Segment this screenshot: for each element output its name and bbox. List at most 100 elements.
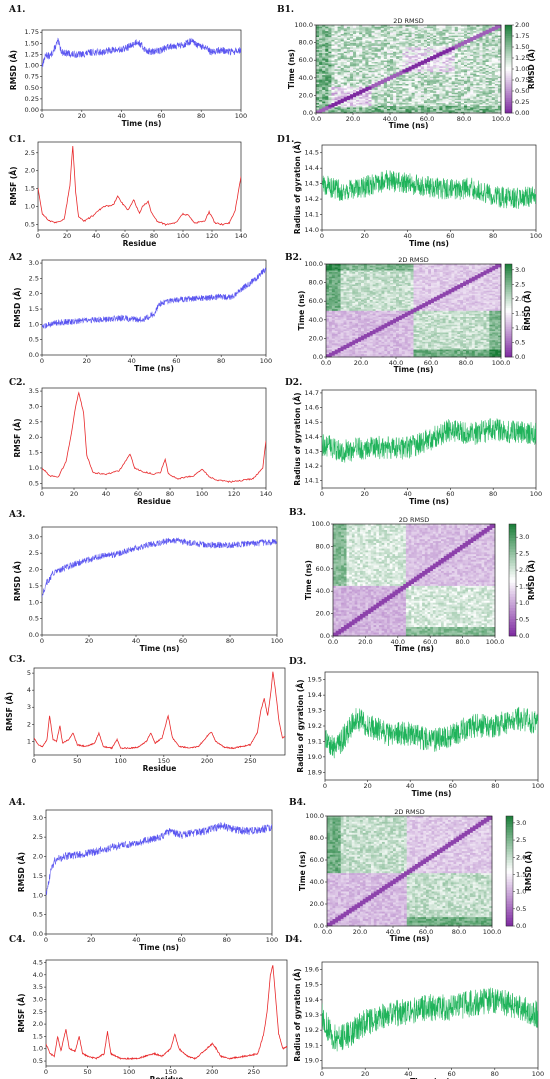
heatmap-cell: [467, 86, 471, 89]
heatmap-cell: [386, 96, 391, 99]
heatmap-cell: [353, 107, 357, 109]
heatmap-cell: [464, 110, 468, 112]
heatmap-cell: [368, 83, 372, 86]
heatmap-cell: [427, 71, 431, 74]
heatmap-cell: [393, 48, 397, 51]
heatmap-cell: [386, 93, 391, 96]
heatmap-cell: [470, 55, 474, 58]
heatmap-cell: [371, 105, 375, 108]
heatmap-cell: [433, 73, 437, 76]
heatmap-cell: [356, 88, 360, 90]
heatmap-cell: [430, 85, 434, 87]
heatmap-cell: [451, 88, 456, 90]
y-tick-label: 14.3: [305, 180, 319, 188]
heatmap-cell: [319, 98, 323, 101]
heatmap-cell: [482, 88, 486, 90]
heatmap-cell: [442, 91, 446, 93]
heatmap-cell: [396, 102, 400, 105]
heatmap-cell: [454, 71, 459, 74]
heatmap-cell: [383, 89, 388, 92]
heatmap-cell: [408, 57, 412, 60]
heatmap-cell: [485, 77, 489, 80]
heatmap-cell: [433, 101, 437, 104]
heatmap-cell: [479, 85, 483, 87]
heatmap-cell: [479, 101, 483, 104]
heatmap-cell: [470, 77, 474, 80]
heatmap-cell: [349, 49, 354, 52]
heatmap-cell: [414, 64, 419, 67]
heatmap-cell: [436, 105, 440, 108]
heatmap-cell: [405, 88, 409, 90]
heatmap-cell: [319, 83, 323, 86]
heatmap-cell: [399, 110, 403, 112]
heatmap-cell: [491, 95, 496, 98]
heatmap-cell: [371, 95, 375, 98]
heatmap-cell: [476, 88, 480, 90]
heatmap-cell: [460, 80, 465, 83]
heatmap-cell: [368, 58, 372, 61]
heatmap-cell: [454, 77, 459, 80]
heatmap-cell: [482, 60, 486, 62]
heatmap-cell: [464, 66, 468, 68]
x-axis-label: Time (ns): [122, 119, 162, 128]
heatmap-cell: [390, 48, 394, 51]
heatmap-cell: [383, 91, 388, 93]
heatmap-cell: [485, 92, 489, 95]
heatmap-cell: [491, 79, 496, 82]
heatmap-cell: [359, 54, 363, 57]
heatmap-cell: [337, 104, 341, 106]
heatmap-cell: [334, 99, 338, 102]
heatmap-cell: [328, 85, 332, 87]
heatmap-cell: [470, 102, 474, 105]
heatmap-cell: [494, 80, 499, 83]
heatmap-cell: [464, 55, 468, 58]
heatmap-cell: [482, 95, 486, 98]
heatmap-cell: [362, 54, 366, 57]
heatmap-cell: [353, 85, 357, 87]
heatmap-cell: [328, 70, 332, 73]
heatmap-cell: [399, 71, 403, 74]
heatmap-cell: [423, 89, 428, 92]
heatmap-cell: [436, 58, 440, 61]
heatmap-cell: [356, 89, 360, 92]
heatmap-cell: [374, 64, 378, 67]
heatmap-cell: [417, 88, 422, 90]
heatmap-cell: [362, 101, 366, 104]
heatmap-cell: [491, 101, 496, 104]
heatmap-cell: [390, 77, 394, 80]
heatmap-cell: [448, 55, 452, 58]
heatmap-cell: [346, 82, 351, 84]
heatmap-cell: [383, 101, 388, 104]
heatmap-cell: [451, 86, 456, 89]
heatmap-cell: [420, 101, 425, 104]
heatmap-cell: [396, 110, 400, 112]
x-tick-label: 100: [177, 232, 189, 240]
heatmap-cell: [427, 76, 431, 79]
heatmap-cell: [356, 54, 360, 57]
heatmap-cell: [402, 89, 406, 92]
heatmap-cell: [445, 95, 449, 98]
heatmap-cell: [442, 71, 446, 74]
heatmap-cell: [374, 63, 378, 65]
heatmap-cell: [436, 111, 440, 114]
heatmap-cell: [445, 55, 449, 58]
heatmap-cell: [454, 49, 459, 52]
heatmap-cell: [467, 111, 471, 114]
heatmap-cell: [439, 96, 443, 99]
heatmap-cell: [334, 95, 338, 98]
heatmap-cell: [414, 61, 419, 64]
heatmap-cell: [362, 104, 366, 106]
heatmap-cell: [442, 96, 446, 99]
heatmap-cell: [479, 105, 483, 108]
heatmap-cell: [371, 58, 375, 61]
heatmap-cell: [451, 63, 456, 65]
colorbar-tick-label: 0.00: [515, 109, 529, 117]
heatmap-cell: [331, 49, 335, 52]
heatmap-cell: [451, 91, 456, 93]
heatmap-cell: [334, 110, 338, 112]
heatmap-cell: [451, 102, 456, 105]
heatmap-cell: [445, 93, 449, 96]
heatmap-cell: [436, 52, 440, 55]
heatmap-cell: [460, 91, 465, 93]
heatmap-cell: [408, 88, 412, 90]
